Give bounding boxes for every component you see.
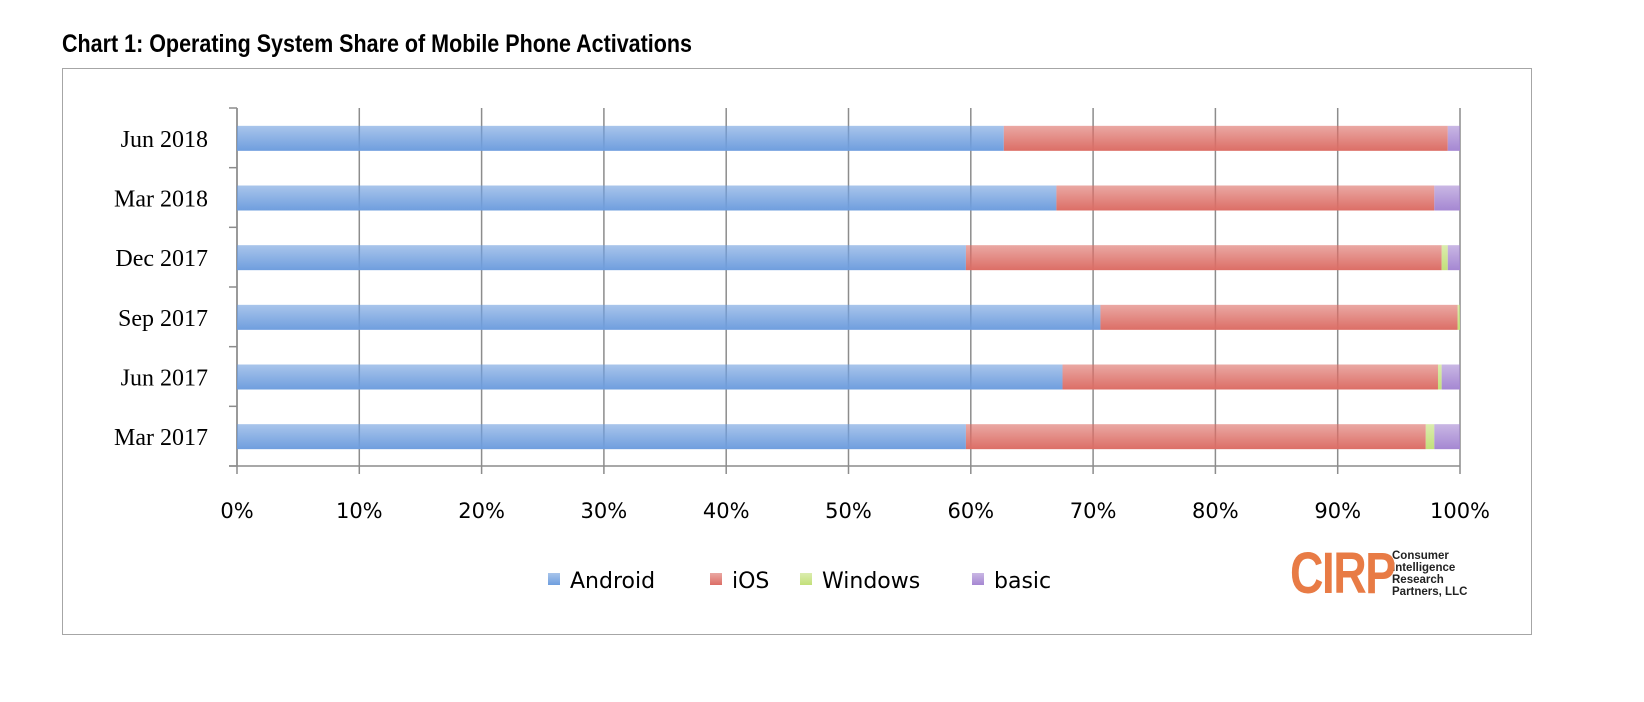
chart-title: Chart 1: Operating System Share of Mobil… — [62, 30, 692, 58]
y-category-label: Mar 2017 — [114, 425, 208, 451]
x-tick-label: 90% — [1314, 499, 1361, 523]
legend-swatch-windows — [800, 573, 812, 585]
bar-ios-jun-2018 — [1003, 125, 1448, 151]
bar-android-mar-2018 — [237, 185, 1057, 211]
y-category-label: Dec 2017 — [115, 246, 208, 272]
bar-android-sep-2017 — [237, 304, 1101, 330]
logo-text-line: Research — [1392, 574, 1444, 586]
bar-android-jun-2018 — [237, 125, 1004, 151]
bar-android-jun-2017 — [237, 364, 1063, 390]
logo-text: Consumer Intelligence Research Partners,… — [1392, 550, 1467, 598]
logo-mark: CIRP — [1290, 541, 1396, 606]
x-tick-label: 50% — [825, 499, 872, 523]
bar-ios-mar-2017 — [965, 424, 1426, 450]
bar-basic-jun-2018 — [1447, 125, 1460, 151]
bar-basic-mar-2018 — [1434, 185, 1460, 211]
bar-basic-mar-2017 — [1434, 424, 1460, 450]
logo-text-line: Consumer — [1392, 550, 1449, 562]
y-category-label: Sep 2017 — [118, 306, 208, 332]
chart-frame — [62, 68, 1532, 635]
bar-windows-sep-2017 — [1457, 304, 1460, 330]
legend-label-ios: iOS — [732, 569, 769, 594]
bar-ios-jun-2017 — [1062, 364, 1438, 390]
bar-windows-dec-2017 — [1441, 245, 1448, 271]
bar-basic-dec-2017 — [1447, 245, 1460, 271]
bar-windows-jun-2017 — [1437, 364, 1442, 390]
x-tick-label: 100% — [1430, 499, 1490, 523]
x-tick-label: 80% — [1192, 499, 1239, 523]
x-tick-label: 30% — [581, 499, 628, 523]
bar-windows-mar-2017 — [1425, 424, 1435, 450]
x-tick-label: 60% — [947, 499, 994, 523]
legend-label-windows: Windows — [822, 569, 920, 594]
legend-swatch-basic — [972, 573, 984, 585]
bar-ios-sep-2017 — [1100, 304, 1458, 330]
legend-swatch-android — [548, 573, 560, 585]
legend-swatch-ios — [710, 573, 722, 585]
y-category-label: Mar 2018 — [114, 187, 208, 213]
x-tick-label: 0% — [220, 499, 253, 523]
bar-basic-jun-2017 — [1441, 364, 1460, 390]
logo-text-line: Intelligence — [1392, 562, 1456, 574]
bar-ios-mar-2018 — [1056, 185, 1435, 211]
bar-android-dec-2017 — [237, 245, 966, 271]
x-tick-label: 70% — [1070, 499, 1117, 523]
y-category-label: Jun 2017 — [121, 366, 208, 392]
bar-ios-dec-2017 — [965, 245, 1442, 271]
bar-android-mar-2017 — [237, 424, 966, 450]
x-tick-label: 40% — [703, 499, 750, 523]
y-category-label: Jun 2018 — [121, 127, 208, 153]
cirp-logo: CIRP Consumer Intelligence Research Part… — [1290, 545, 1467, 603]
x-tick-label: 20% — [458, 499, 505, 523]
legend-label-basic: basic — [994, 569, 1051, 594]
x-tick-label: 10% — [336, 499, 383, 523]
legend-label-android: Android — [570, 569, 655, 594]
logo-text-line: Partners, LLC — [1392, 586, 1468, 598]
